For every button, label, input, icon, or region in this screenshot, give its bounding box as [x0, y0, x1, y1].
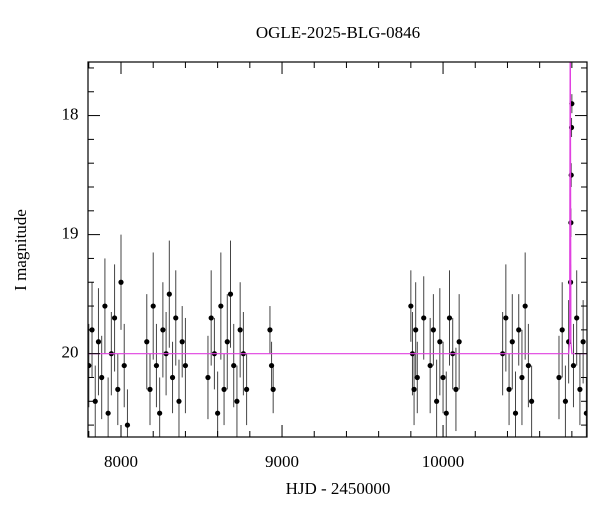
data-point — [574, 315, 580, 321]
data-point — [121, 362, 127, 369]
data-point — [111, 315, 118, 321]
data-point — [231, 362, 237, 369]
data-point — [105, 410, 111, 416]
data-point — [529, 398, 535, 404]
data-point — [267, 327, 273, 333]
data-point — [583, 410, 587, 416]
data-point — [179, 339, 185, 345]
data-point — [522, 303, 528, 309]
data-point — [577, 386, 583, 392]
data-point — [237, 327, 243, 333]
data-point — [169, 374, 176, 381]
data-point — [446, 315, 453, 321]
data-point — [215, 410, 221, 416]
y-tick-label: 18 — [62, 104, 79, 123]
data-point — [153, 362, 160, 369]
data-point — [88, 362, 92, 369]
data-point — [556, 374, 562, 381]
data-point — [166, 291, 172, 297]
data-point — [157, 410, 163, 416]
data-point — [270, 386, 276, 392]
data-point — [413, 327, 419, 333]
data-point — [580, 339, 586, 345]
chart-title: OGLE-2025-BLG-0846 — [256, 23, 420, 42]
data-point — [430, 327, 436, 333]
plot-frame — [87, 61, 588, 438]
data-point — [411, 386, 417, 392]
data-point — [224, 339, 230, 345]
data-point — [268, 362, 275, 369]
data-point — [519, 374, 525, 381]
data-point — [509, 339, 515, 345]
data-point — [147, 386, 153, 392]
y-axis-label: I magnitude — [11, 209, 30, 291]
data-point — [440, 374, 446, 381]
data-point — [92, 398, 98, 404]
data-point — [562, 398, 569, 404]
model-curve — [88, 62, 587, 355]
data-point — [453, 386, 459, 392]
data-point — [427, 362, 433, 369]
data-point — [559, 327, 565, 333]
data-point — [102, 303, 108, 309]
data-point — [176, 398, 182, 404]
data-point — [205, 374, 211, 381]
plot-area — [88, 62, 587, 437]
data-point — [227, 291, 234, 297]
data-point — [443, 410, 449, 416]
data-point — [421, 315, 427, 321]
data-point — [150, 303, 156, 309]
x-tick-label: 10000 — [422, 452, 465, 471]
data-point — [160, 327, 166, 333]
data-point — [525, 362, 531, 369]
data-point — [434, 398, 440, 404]
data-point — [221, 386, 227, 392]
data-point — [516, 327, 522, 333]
data-point — [173, 315, 179, 321]
data-point — [512, 410, 519, 416]
data-point — [244, 386, 250, 392]
x-axis-label: HJD - 2450000 — [286, 479, 391, 498]
data-point — [118, 279, 124, 285]
data-point — [218, 303, 224, 309]
y-tick-label: 20 — [62, 343, 79, 362]
data-point — [95, 339, 102, 345]
data-point — [234, 398, 240, 404]
y-tick-label: 19 — [62, 224, 79, 243]
data-point — [414, 374, 420, 381]
data-point — [208, 315, 214, 321]
data-point — [99, 374, 105, 381]
data-point — [408, 303, 414, 309]
data-point — [503, 315, 509, 321]
data-point — [115, 386, 121, 392]
data-point — [506, 386, 512, 392]
data-point — [144, 339, 150, 345]
data-point — [182, 362, 189, 369]
data-point — [437, 339, 443, 345]
x-tick-label: 9000 — [265, 452, 299, 471]
x-tick-label: 8000 — [104, 452, 138, 471]
data-point — [456, 339, 462, 345]
data-point — [124, 422, 131, 428]
data-point — [570, 362, 577, 369]
